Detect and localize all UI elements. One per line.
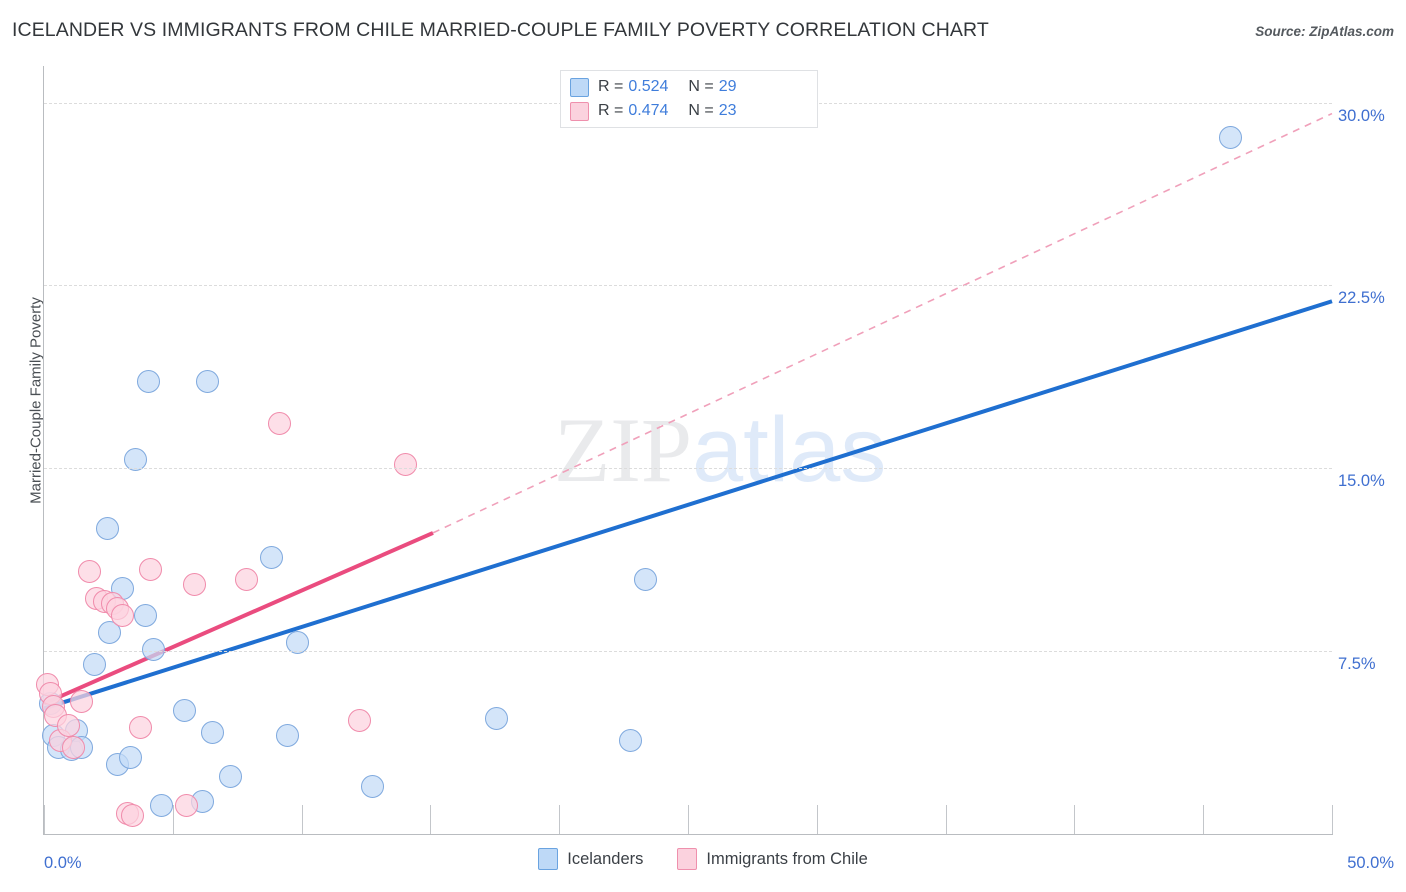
stat-r-value-blue: 0.524: [628, 78, 669, 95]
stat-n-label-blue: N =: [688, 78, 714, 95]
correlation-stats-legend: R = 0.524 N = 29 R = 0.474 N = 23: [560, 70, 818, 128]
scatter-point[interactable]: [149, 794, 173, 818]
stat-r-value-pink: 0.474: [628, 102, 669, 119]
scatter-point[interactable]: [129, 716, 153, 740]
scatter-point[interactable]: [56, 714, 80, 737]
trendline: [432, 112, 1333, 534]
scatter-point[interactable]: [98, 621, 122, 645]
scatter-point[interactable]: [77, 560, 101, 584]
scatter-point[interactable]: [360, 774, 384, 798]
scatter-point[interactable]: [234, 567, 258, 591]
legend-label-immigrants-from-chile: Immigrants from Chile: [706, 849, 868, 868]
page-title: ICELANDER VS IMMIGRANTS FROM CHILE MARRI…: [12, 19, 989, 41]
series-legend: Icelanders Immigrants from Chile: [0, 848, 1406, 870]
x-axis-tick: [430, 805, 432, 834]
x-axis-max-label: 50.0%: [1347, 854, 1394, 872]
stat-n-value-pink: 23: [718, 102, 737, 119]
y-axis-title: Married-Couple Family Poverty: [27, 297, 45, 504]
stat-r-label-blue: R =: [598, 78, 624, 95]
scatter-point[interactable]: [348, 709, 372, 733]
scatter-point[interactable]: [118, 745, 142, 769]
x-axis-tick: [1074, 805, 1076, 834]
x-axis-tick: [816, 805, 818, 834]
scatter-point[interactable]: [260, 545, 284, 569]
scatter-point[interactable]: [286, 631, 310, 655]
stat-r-label-pink: R =: [598, 102, 624, 119]
x-axis-tick: [172, 805, 174, 834]
gridline: [44, 651, 1332, 653]
x-axis-min-label: 0.0%: [44, 854, 82, 872]
stat-swatch-chile-icon: [570, 101, 589, 121]
gridline: [44, 285, 1332, 287]
scatter-point[interactable]: [123, 448, 147, 472]
stat-row-icelanders: R = 0.524 N = 29: [570, 75, 808, 99]
y-axis-line: [43, 66, 44, 835]
y-axis-tick-label: 15.0%: [1338, 472, 1385, 491]
x-axis-tick: [945, 805, 947, 834]
scatter-point[interactable]: [111, 604, 135, 628]
legend-item-icelanders[interactable]: Icelanders: [538, 848, 643, 870]
scatter-point[interactable]: [134, 604, 158, 628]
stat-n-label-pink: N =: [688, 102, 714, 119]
scatter-point[interactable]: [201, 721, 225, 745]
source-attribution: Source: ZipAtlas.com: [1255, 24, 1394, 39]
scatter-point[interactable]: [139, 557, 163, 581]
scatter-point[interactable]: [172, 699, 196, 723]
legend-label-icelanders: Icelanders: [567, 849, 644, 868]
x-axis-tick: [559, 805, 561, 834]
x-axis-tick: [1332, 805, 1333, 834]
scatter-point[interactable]: [484, 706, 508, 730]
stat-n-value-blue: 29: [718, 78, 737, 95]
trendline: [43, 531, 434, 706]
y-axis-tick-label: 7.5%: [1338, 655, 1376, 674]
plot-area: [36, 66, 1333, 834]
scatter-point[interactable]: [183, 572, 207, 596]
scatter-point[interactable]: [633, 567, 657, 591]
scatter-point[interactable]: [268, 411, 292, 435]
scatter-point[interactable]: [394, 453, 418, 477]
stat-row-immigrants-from-chile: R = 0.474 N = 23: [570, 99, 808, 123]
scatter-point[interactable]: [175, 794, 199, 818]
trendline-layer: [43, 112, 1333, 711]
legend-swatch-chile-icon: [677, 848, 698, 870]
scatter-point[interactable]: [121, 804, 145, 828]
y-axis-tick-label: 30.0%: [1338, 106, 1385, 125]
legend-swatch-icelanders-icon: [538, 848, 559, 870]
scatter-point[interactable]: [95, 516, 119, 540]
scatter-point[interactable]: [275, 723, 299, 747]
x-axis-tick: [44, 805, 45, 834]
x-axis-tick: [1203, 805, 1205, 834]
legend-item-immigrants-from-chile[interactable]: Immigrants from Chile: [677, 848, 868, 870]
scatter-point[interactable]: [136, 370, 160, 394]
scatter-point[interactable]: [62, 735, 86, 759]
x-axis-tick: [301, 805, 303, 834]
y-axis-tick-label: 22.5%: [1338, 289, 1385, 308]
scatter-point[interactable]: [1218, 126, 1242, 150]
scatter-point[interactable]: [69, 689, 93, 713]
trendline: [43, 299, 1333, 711]
stat-swatch-icelanders-icon: [570, 77, 589, 97]
x-axis-tick: [688, 805, 689, 834]
scatter-point[interactable]: [219, 765, 243, 789]
scatter-point[interactable]: [82, 653, 106, 677]
scatter-point[interactable]: [618, 728, 642, 752]
scatter-point[interactable]: [141, 638, 165, 662]
x-axis-line: [43, 834, 1333, 835]
gridline: [44, 468, 1332, 470]
scatter-point[interactable]: [196, 370, 220, 394]
